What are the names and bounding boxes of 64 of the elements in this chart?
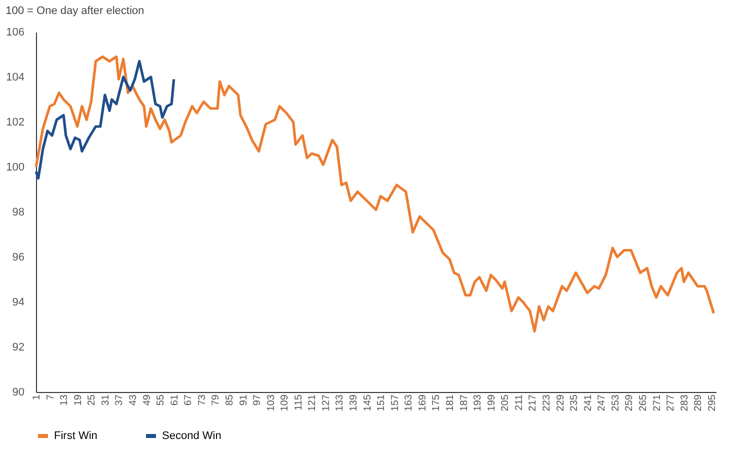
x-tick-label: 295 [706, 394, 718, 412]
x-tick-label: 265 [638, 394, 649, 412]
x-tick-label: 229 [555, 394, 566, 412]
y-tick-label: 106 [6, 26, 24, 38]
x-tick-label: 277 [666, 394, 677, 412]
x-tick-label: 61 [169, 394, 180, 406]
y-tick-label: 90 [12, 386, 24, 398]
chart-title: 100 = One day after election [6, 5, 144, 17]
x-tick-label: 1 [32, 394, 42, 400]
x-tick-label: 253 [610, 394, 622, 412]
x-tick-label: 31 [100, 394, 112, 406]
x-tick-label: 19 [72, 394, 84, 406]
y-tick-label: 104 [6, 72, 24, 84]
x-tick-label: 91 [238, 394, 250, 406]
x-tick-label: 187 [458, 394, 470, 412]
x-tick-label: 199 [486, 394, 498, 412]
y-tick-label: 94 [12, 296, 24, 308]
x-tick-label: 67 [183, 394, 194, 406]
x-tick-label: 145 [362, 394, 374, 412]
x-tick-label: 109 [280, 394, 291, 412]
x-tick-label: 115 [293, 394, 304, 410]
x-tick-label: 25 [86, 394, 98, 406]
x-tick-label: 157 [390, 394, 401, 412]
y-tick-label: 92 [12, 342, 24, 354]
y-tick-label: 100 [6, 162, 24, 174]
x-tick-label: 181 [445, 394, 456, 412]
x-tick-label: 235 [569, 394, 580, 412]
x-tick-label: 241 [582, 394, 594, 412]
x-tick-label: 133 [334, 394, 346, 412]
x-tick-label: 79 [210, 394, 222, 406]
x-tick-label: 193 [472, 394, 484, 412]
line-series [34, 60, 176, 180]
x-tick-label: 151 [376, 394, 388, 412]
x-tick-label: 103 [266, 394, 277, 412]
x-tick-label: 205 [500, 394, 512, 412]
x-tick-label: 217 [528, 394, 539, 412]
x-tick-label: 259 [624, 394, 636, 412]
x-tick-label: 73 [196, 394, 208, 406]
x-tick-label: 37 [114, 394, 126, 406]
x-tick-label: 85 [224, 394, 236, 406]
x-tick-label: 121 [307, 394, 318, 412]
legend-label: First Win [54, 430, 98, 442]
x-tick-label: 271 [652, 394, 663, 412]
line-series [34, 55, 716, 333]
x-tick-label: 283 [679, 394, 690, 412]
x-tick-label: 175 [431, 394, 442, 412]
x-tick-label: 223 [542, 394, 552, 412]
y-tick-label: 102 [6, 116, 24, 128]
x-tick-label: 169 [417, 394, 428, 412]
x-tick-label: 127 [320, 394, 332, 412]
x-tick-label: 13 [59, 394, 70, 406]
x-tick-label: 55 [156, 394, 167, 406]
legend-label: Second Win [162, 430, 222, 442]
x-tick-label: 247 [596, 394, 608, 412]
x-tick-label: 289 [693, 394, 704, 412]
x-tick-label: 97 [252, 394, 264, 406]
y-tick-label: 98 [12, 206, 24, 218]
x-tick-label: 49 [142, 394, 153, 406]
y-tick-label: 96 [12, 252, 24, 264]
x-tick-label: 43 [128, 394, 139, 406]
x-tick-label: 7 [45, 394, 56, 400]
x-tick-label: 211 [514, 394, 525, 410]
x-tick-label: 139 [348, 394, 360, 412]
x-tick-label: 163 [404, 394, 415, 412]
